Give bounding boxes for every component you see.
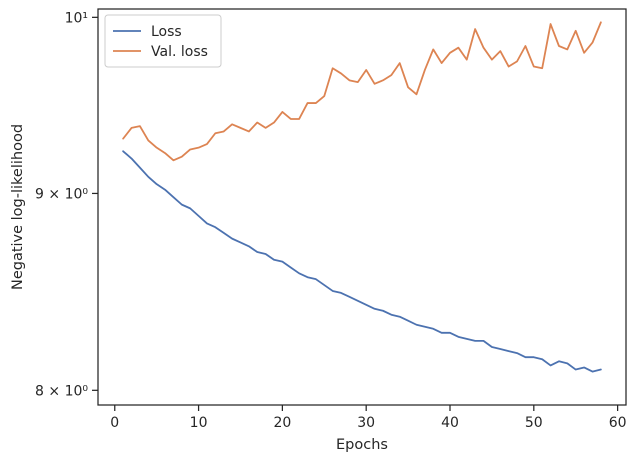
legend-label: Loss [151, 24, 182, 40]
x-axis-label: Epochs [336, 437, 388, 453]
y-tick-label: 8 × 10⁰ [35, 383, 88, 399]
axes-frame [97, 8, 627, 406]
series-line-val-loss [122, 21, 602, 162]
x-axis-ticks: 0 10 20 30 40 50 60 [110, 405, 627, 431]
legend: Loss Val. loss [104, 14, 222, 68]
legend-box [104, 14, 222, 68]
x-tick-label: 0 [110, 415, 119, 431]
x-tick-label: 40 [441, 415, 459, 431]
x-tick-label: 50 [525, 415, 543, 431]
y-axis-ticks: 8 × 10⁰ 9 × 10⁰ 10¹ [35, 10, 98, 399]
series-line-loss [122, 150, 602, 373]
y-axis-label: Negative log-likelihood [10, 124, 26, 290]
x-tick-label: 60 [609, 415, 627, 431]
x-tick-label: 20 [273, 415, 291, 431]
plot-area-border [97, 8, 627, 406]
x-tick-label: 10 [190, 415, 208, 431]
y-tick-label: 10¹ [65, 10, 88, 26]
series-lines [122, 21, 602, 373]
y-tick-label: 9 × 10⁰ [35, 186, 88, 202]
legend-label: Val. loss [151, 44, 208, 60]
x-tick-label: 30 [357, 415, 375, 431]
